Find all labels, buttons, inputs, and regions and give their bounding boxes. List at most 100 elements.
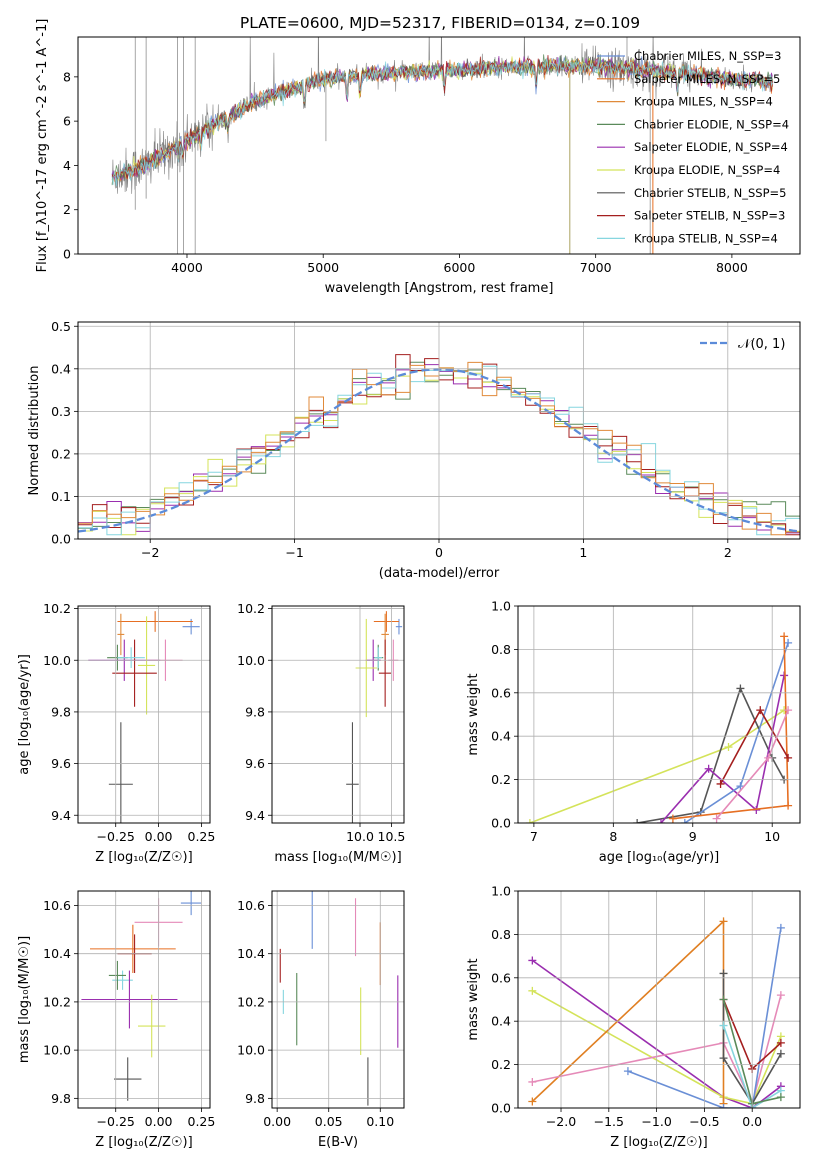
grid [272,606,404,823]
x-tick-label: 0.00 [145,829,173,844]
weight-series-line [722,973,782,1106]
weight-series-marker [704,764,713,773]
legend-label: 𝒩(0, 1) [738,337,785,352]
legend-label: Salpeter MILES, N_SSP=5 [634,72,780,86]
weight-series-marker [525,819,534,823]
x-tick-label: 7000 [580,260,612,275]
weight-series-marker [623,1067,632,1076]
x-tick-label: 10.0 [346,829,374,844]
y-tick-label: 10.0 [237,653,265,668]
y-axis-label: mass weight [466,958,481,1040]
weight-series-marker [784,638,793,647]
x-tick-label: 10.5 [378,829,406,844]
x-tick-label: 0.05 [315,1114,343,1129]
x-tick-label: 5000 [307,260,339,275]
y-axis-label: mass [log₁₀(M/M☉)] [17,936,32,1063]
x-axis-label: (data-model)/error [379,566,500,581]
weight-series-marker [776,1093,785,1102]
x-tick-label: 0.00 [263,1114,291,1129]
weight-series-marker [528,1097,537,1106]
weight-series-marker [780,671,789,680]
axes-frame [271,890,405,1109]
weight-series-marker [724,743,733,752]
y-tick-label: 9.6 [51,756,71,771]
plot-area [528,917,785,1108]
chart-panel-5: 7 8 9 10 0.0 0.2 0.4 0.6 0.8 1.0 age [log₁₀(age/yr… [466,599,801,865]
x-tick-label: 2 [724,545,732,560]
weight-series-marker [719,1054,728,1063]
weight-series-line [532,994,782,1107]
y-tick-label: 0.4 [491,1014,511,1029]
model-spectrum-line [111,57,773,187]
y-tick-label: 10.6 [237,898,265,913]
weight-series-marker [756,706,765,715]
x-axis-label: E(B-V) [318,1135,358,1150]
x-axis-label: mass [log₁₀(M/M☉)] [274,850,401,865]
x-tick-label: 0.00 [145,1114,173,1129]
chart-panel-6: −0.25 0.00 0.25 9.8 10.0 10.2 10.4 10.6 Z [log₁₀… [17,890,215,1150]
weight-series-marker [716,779,725,788]
chart-panel-3: −0.25 0.00 0.25 9.4 9.6 9.8 10.0 10.2 Z [log₁₀(Z… [17,601,215,865]
weight-series-marker [776,991,785,1000]
chart-panel-7: 0.00 0.05 0.10 9.8 10.0 10.2 10.4 10.6 E(B-V) [237,890,405,1150]
axes-frame [517,605,801,824]
weight-series-marker [736,684,745,693]
plot-area [346,611,403,823]
chart-panel-8: −2.0 −1.5 −1.0 −0.5 0.0 0.0 0.2 0.4 0.6 0.8 1.0 Z [… [466,884,801,1150]
y-tick-label: 0.2 [491,1057,511,1072]
weight-series-line [529,709,785,823]
y-tick-label: 0.3 [51,404,71,419]
weight-series-line [531,990,782,1105]
grid [78,606,210,823]
x-tick-label: −2.0 [546,1114,576,1129]
legend-label: Chabrier MILES, N_SSP=3 [634,49,781,63]
y-tick-label: 8 [63,69,71,84]
x-tick-label: −1.5 [594,1114,624,1129]
weight-series-line [637,686,785,823]
x-axis-label: age [log₁₀(age/yr)] [599,850,720,865]
x-tick-label: −0.25 [97,829,135,844]
x-axis-label: Z [log₁₀(Z/Z☉)] [95,850,192,865]
y-tick-label: 4 [63,158,71,173]
axes-frame [77,890,211,1109]
y-tick-label: 0.6 [491,970,511,985]
x-tick-label: 1 [579,545,587,560]
weight-series-marker [784,801,793,810]
x-tick-label: 8 [609,829,617,844]
legend-label: Kroupa MILES, N_SSP=4 [634,95,773,109]
weight-series-marker [719,995,728,1004]
plot-area [88,611,200,823]
y-tick-label: 6 [63,114,71,129]
y-tick-label: 0.5 [51,319,71,334]
legend-label: Kroupa ELODIE, N_SSP=4 [634,163,780,177]
y-tick-label: 0.4 [51,361,71,376]
y-tick-label: 10.0 [43,1043,71,1058]
y-axis-label: age [log₁₀(age/yr)] [17,654,32,775]
legend-label: Chabrier ELODIE, N_SSP=4 [634,117,789,131]
y-tick-label: 0.2 [491,772,511,787]
weight-series-marker [736,782,745,791]
weight-series-marker [668,814,677,823]
y-tick-label: 0.8 [491,642,511,657]
weight-series-line [627,927,782,1108]
y-tick-label: 10.0 [43,653,71,668]
y-axis-label: Normed distribution [27,366,42,496]
legend: Chabrier MILES, N_SSP=3 Salpeter MILES, N… [597,49,789,245]
y-tick-label: 10.0 [237,1043,265,1058]
chart-panel-4: 10.0 10.5 9.4 9.6 9.8 10.0 10.2 mass [log₁₀(M/M… [237,601,405,865]
weight-series-marker [528,986,537,995]
y-tick-label: 10.2 [43,994,71,1009]
y-tick-label: 10.2 [43,601,71,616]
x-tick-label: 9 [689,829,697,844]
x-tick-label: 0.25 [188,829,216,844]
y-tick-label: 10.4 [43,946,71,961]
x-tick-label: 6000 [444,260,476,275]
grid [272,891,404,1108]
weight-series-marker [712,814,721,823]
y-tick-label: 0.8 [491,927,511,942]
y-tick-label: 9.4 [51,808,71,823]
weight-series-marker [656,819,665,823]
y-tick-label: 9.8 [51,1091,71,1106]
y-tick-label: 9.8 [245,1091,265,1106]
